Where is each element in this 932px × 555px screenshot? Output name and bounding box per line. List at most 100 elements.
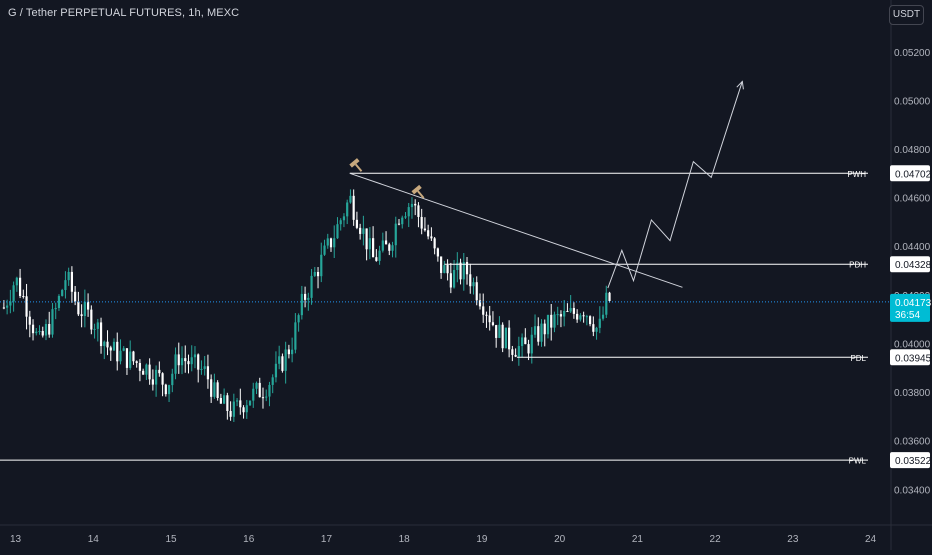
candle-body <box>61 290 64 296</box>
candle-body <box>576 313 579 320</box>
candle-body <box>520 337 524 347</box>
trendline <box>349 172 683 288</box>
candle-body <box>41 331 44 336</box>
candles-group <box>2 189 611 422</box>
candle-body <box>103 341 106 347</box>
candle-body <box>530 334 533 354</box>
candle-body <box>245 405 248 413</box>
candle-body <box>274 363 278 378</box>
candle-body <box>187 361 190 365</box>
candle-body <box>184 358 187 362</box>
candle-body <box>297 315 300 323</box>
hammer-head <box>411 184 422 195</box>
level-price-text: 0.03945 <box>895 353 932 364</box>
last-price-text: 0.04173 <box>895 298 932 309</box>
hammer-marker-icon <box>411 184 425 199</box>
candle-body <box>219 398 222 404</box>
candle-body <box>598 318 601 328</box>
candle-body <box>582 315 585 317</box>
candle-body <box>595 327 598 332</box>
candle-body <box>242 407 245 413</box>
candle-body <box>349 195 352 203</box>
candle-body <box>407 207 410 217</box>
x-axis[interactable]: 13 14 15 16 17 18 19 20 21 22 23 24 <box>0 524 932 545</box>
candle-body <box>579 315 582 320</box>
candle-body <box>491 322 495 326</box>
candle-body <box>553 314 556 328</box>
candle-body <box>2 307 5 309</box>
candle-body <box>346 202 349 217</box>
candle-body <box>452 270 456 288</box>
candle-body <box>495 325 498 338</box>
candle-body <box>472 282 475 287</box>
candle-body <box>135 361 138 364</box>
candle-body <box>261 397 265 399</box>
candle-body <box>605 292 608 315</box>
currency-button[interactable]: USDT <box>889 5 924 25</box>
level-price-text: 0.04328 <box>895 260 932 271</box>
symbol-title[interactable]: G / Tether PERPETUAL FUTURES, 1h, MEXC <box>8 7 240 19</box>
candle-body <box>601 314 605 319</box>
candle-body <box>281 356 284 371</box>
candle-body <box>423 228 427 231</box>
level-tags-group: PWH 0.04702 PDH 0.04328 PDL 0.03945 PWL 0.03522… <box>847 165 932 469</box>
candle-body <box>320 254 323 277</box>
candle-body <box>556 314 559 316</box>
projection-path <box>607 81 743 289</box>
x-tick-label: 14 <box>88 534 100 545</box>
candle-body <box>31 324 35 334</box>
candle-body <box>258 382 261 398</box>
candle-body <box>546 314 550 335</box>
y-tick-label: 0.03400 <box>894 485 931 496</box>
x-tick-label: 13 <box>10 534 22 545</box>
candle-body <box>482 306 485 315</box>
candle-body <box>498 324 501 338</box>
level-price-tag <box>890 165 930 182</box>
hammer-marker-icon <box>349 158 363 172</box>
candle-body <box>38 331 41 333</box>
candle-body <box>294 322 297 350</box>
countdown-text: 36:54 <box>895 310 920 321</box>
candle-body <box>300 293 303 316</box>
level-name-pdl: PDL <box>850 354 866 363</box>
candle-body <box>511 349 514 355</box>
candle-body <box>284 349 287 371</box>
candle-body <box>456 262 459 271</box>
candle-body <box>190 357 193 365</box>
candle-body <box>129 351 132 368</box>
candle-body <box>524 337 527 345</box>
level-name-pdh: PDH <box>849 261 866 270</box>
candle-body <box>171 373 174 386</box>
hammer-handle <box>354 163 363 172</box>
candle-body <box>397 223 401 225</box>
candle-body <box>527 344 530 354</box>
candle-body <box>287 349 290 355</box>
candle-body <box>106 341 109 348</box>
candle-body <box>155 369 158 385</box>
candle-body <box>449 273 452 288</box>
candle-body <box>278 356 281 364</box>
candle-body <box>478 300 482 307</box>
candle-body <box>394 223 397 246</box>
candle-body <box>203 366 206 369</box>
candle-body <box>229 411 232 417</box>
candle-body <box>537 326 540 342</box>
candle-body <box>430 236 433 239</box>
levels-group <box>0 172 890 461</box>
candle-body <box>248 400 252 406</box>
candle-body <box>35 331 38 334</box>
candle-body <box>559 314 563 317</box>
candle-body <box>138 363 142 371</box>
candle-body <box>90 309 93 330</box>
candle-body <box>339 220 342 225</box>
candle-body <box>316 272 320 277</box>
candle-body <box>372 238 375 258</box>
candle-body <box>18 277 22 297</box>
candle-body <box>362 228 365 234</box>
candle-body <box>436 248 439 257</box>
candle-body <box>86 301 90 310</box>
candle-body <box>158 369 161 374</box>
candle-body <box>342 216 346 221</box>
